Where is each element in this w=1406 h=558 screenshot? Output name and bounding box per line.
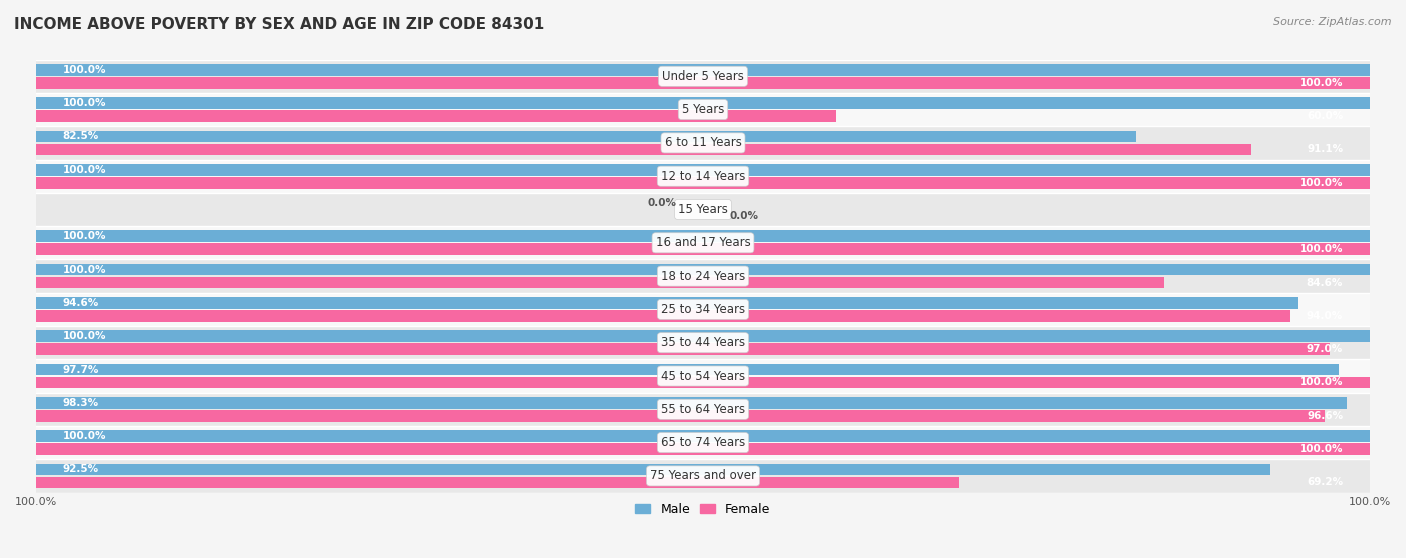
Text: 45 to 54 Years: 45 to 54 Years <box>661 369 745 382</box>
FancyBboxPatch shape <box>37 426 1369 459</box>
Text: 100.0%: 100.0% <box>63 232 107 241</box>
Bar <box>37 477 959 488</box>
Bar <box>37 131 1136 142</box>
Bar <box>37 310 1289 322</box>
FancyBboxPatch shape <box>37 193 1369 226</box>
Text: 92.5%: 92.5% <box>63 464 98 474</box>
FancyBboxPatch shape <box>37 126 1369 160</box>
Bar <box>37 64 1369 76</box>
Bar <box>37 143 1251 155</box>
Bar <box>37 297 1298 309</box>
Text: 5 Years: 5 Years <box>682 103 724 116</box>
Text: 0.0%: 0.0% <box>730 211 759 221</box>
Bar <box>37 277 1164 288</box>
Text: 100.0%: 100.0% <box>63 165 107 175</box>
FancyBboxPatch shape <box>37 393 1369 426</box>
Bar <box>37 430 1369 442</box>
Text: 55 to 64 Years: 55 to 64 Years <box>661 403 745 416</box>
FancyBboxPatch shape <box>37 160 1369 193</box>
Bar <box>37 97 1369 109</box>
Bar <box>37 397 1347 408</box>
Bar <box>37 464 1270 475</box>
Text: 0.0%: 0.0% <box>647 198 676 208</box>
Bar <box>37 443 1369 455</box>
FancyBboxPatch shape <box>37 226 1369 259</box>
Bar <box>37 243 1369 255</box>
Text: 69.2%: 69.2% <box>1308 478 1343 487</box>
Bar <box>37 343 1330 355</box>
Text: 25 to 34 Years: 25 to 34 Years <box>661 303 745 316</box>
Text: 97.0%: 97.0% <box>1308 344 1343 354</box>
Text: INCOME ABOVE POVERTY BY SEX AND AGE IN ZIP CODE 84301: INCOME ABOVE POVERTY BY SEX AND AGE IN Z… <box>14 17 544 32</box>
Bar <box>37 264 1369 276</box>
Text: 35 to 44 Years: 35 to 44 Years <box>661 336 745 349</box>
Text: 100.0%: 100.0% <box>1299 177 1343 187</box>
Bar <box>37 77 1369 89</box>
Text: 96.6%: 96.6% <box>1308 411 1343 421</box>
Text: 65 to 74 Years: 65 to 74 Years <box>661 436 745 449</box>
Text: 94.6%: 94.6% <box>63 298 98 308</box>
Bar <box>37 164 1369 176</box>
Text: 100.0%: 100.0% <box>63 331 107 341</box>
Text: 16 and 17 Years: 16 and 17 Years <box>655 236 751 249</box>
Text: Under 5 Years: Under 5 Years <box>662 70 744 83</box>
Text: 98.3%: 98.3% <box>63 398 98 408</box>
Bar <box>37 330 1369 342</box>
Text: 94.0%: 94.0% <box>1308 311 1343 321</box>
Text: 100.0%: 100.0% <box>1299 378 1343 387</box>
Legend: Male, Female: Male, Female <box>630 498 776 521</box>
FancyBboxPatch shape <box>37 326 1369 359</box>
Text: 84.6%: 84.6% <box>1306 277 1343 287</box>
Text: 100.0%: 100.0% <box>1299 244 1343 254</box>
Text: 82.5%: 82.5% <box>63 131 98 141</box>
Text: 100.0%: 100.0% <box>63 431 107 441</box>
Bar <box>37 177 1369 189</box>
Bar <box>37 410 1324 422</box>
Text: 100.0%: 100.0% <box>1299 444 1343 454</box>
Text: 100.0%: 100.0% <box>1299 78 1343 88</box>
Text: 100.0%: 100.0% <box>63 65 107 75</box>
Text: 100.0%: 100.0% <box>63 98 107 108</box>
Text: 100.0%: 100.0% <box>63 264 107 275</box>
Bar <box>37 110 837 122</box>
FancyBboxPatch shape <box>37 93 1369 126</box>
FancyBboxPatch shape <box>37 60 1369 93</box>
FancyBboxPatch shape <box>37 459 1369 493</box>
FancyBboxPatch shape <box>37 293 1369 326</box>
FancyBboxPatch shape <box>37 359 1369 393</box>
Bar <box>37 364 1339 376</box>
Text: 6 to 11 Years: 6 to 11 Years <box>665 136 741 150</box>
Text: 60.0%: 60.0% <box>1308 111 1343 121</box>
FancyBboxPatch shape <box>37 259 1369 293</box>
Text: 12 to 14 Years: 12 to 14 Years <box>661 170 745 182</box>
Text: 75 Years and over: 75 Years and over <box>650 469 756 483</box>
Bar <box>37 230 1369 242</box>
Text: Source: ZipAtlas.com: Source: ZipAtlas.com <box>1274 17 1392 27</box>
Text: 18 to 24 Years: 18 to 24 Years <box>661 270 745 282</box>
Text: 15 Years: 15 Years <box>678 203 728 216</box>
Text: 97.7%: 97.7% <box>63 364 100 374</box>
Text: 91.1%: 91.1% <box>1308 145 1343 155</box>
Bar <box>37 377 1369 388</box>
